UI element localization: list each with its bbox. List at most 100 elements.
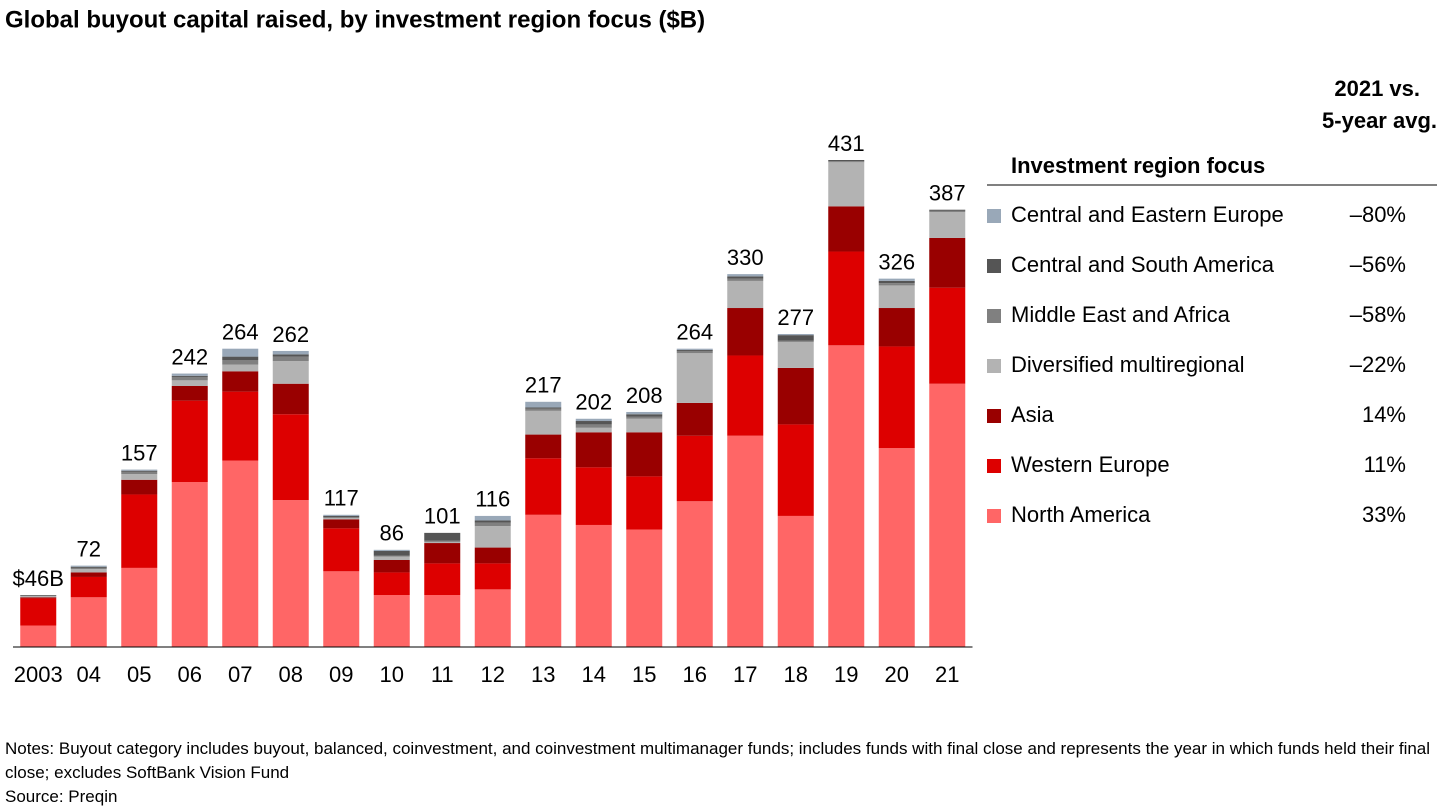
bar-segment [70,572,107,577]
bar-segment [474,563,511,590]
bar-segment [171,373,208,376]
legend-change: 14% [1362,402,1406,427]
x-tick-label: 21 [935,662,959,687]
chart-title: Global buyout capital raised, by investm… [5,6,705,33]
bar-segment [424,541,461,544]
change-header: 5-year avg. [1322,108,1437,133]
bar-segment [272,350,309,355]
bar-segment [171,375,208,377]
total-label: 387 [929,181,966,206]
bar-segment [474,526,511,548]
bar-segment [727,280,764,309]
total-label: 116 [475,487,510,512]
bar-segment [676,349,713,351]
bar-segment [20,598,57,626]
bar-segment [626,414,663,417]
total-label: 117 [324,486,359,511]
bar-segment [777,341,814,368]
legend-swatch [987,509,1001,523]
bar-segment [474,515,511,521]
bar-segment [373,572,410,596]
bar-segment [424,532,461,541]
bar-segment [272,500,309,647]
bar-segment [878,278,915,281]
bar-segment [70,576,107,598]
bar-segment [727,355,764,436]
bar-segment [727,435,764,647]
bar-segment [323,515,360,518]
bar-segment [272,356,309,362]
bar-segment [70,567,107,570]
bar-segment [323,517,360,519]
total-label: 262 [272,322,309,347]
legend-change: –56% [1350,252,1406,277]
legend-swatch [987,309,1001,323]
bar-segment [424,563,461,596]
bar-segment [272,383,309,415]
bar-segment [373,559,410,573]
bar-segment [626,432,663,477]
bar-segment [828,160,865,162]
bar-segment [222,371,259,392]
bar-segment [828,251,865,346]
bar-segment [777,335,814,341]
bar-segment [676,350,713,354]
bar-segment [777,334,814,336]
bar-segment [828,161,865,163]
bar-segment [626,411,663,415]
bar-segment [676,402,713,436]
legend-swatch [987,459,1001,473]
bar-segment [929,287,966,384]
legend-label: Middle East and Africa [1011,302,1231,327]
bar-segment [575,421,612,425]
total-label: 208 [626,383,663,408]
bar-segment [878,346,915,449]
total-label: 264 [222,320,259,345]
bar-segment [424,543,461,564]
bar-segment [20,625,57,647]
bar-segment [222,348,259,357]
bar-segment [929,383,966,647]
bar-segment [323,528,360,572]
bar-segment [121,479,158,495]
total-label: 202 [575,390,612,415]
bar-segment [323,571,360,647]
bar-segment [20,595,57,597]
bar-segment [373,550,410,556]
bar-segment [171,380,208,386]
bar-segment [575,432,612,468]
bar-segment [323,519,360,529]
bar-segment [121,470,158,472]
bar-segment [525,410,562,435]
x-tick-label: 07 [228,662,252,687]
bar-segment [171,376,208,381]
x-tick-label: 12 [481,662,505,687]
legend-change: 33% [1362,502,1406,527]
legend-change: –80% [1350,202,1406,227]
bar-segment [474,547,511,564]
bar-segment [373,549,410,551]
bar-segment [272,414,309,501]
bar-segment [272,354,309,357]
bar-segment [121,494,158,568]
bar-segment [424,540,461,542]
bar-segment [171,482,208,647]
bar-segment [777,515,814,647]
x-tick-label: 15 [632,662,656,687]
legend-swatch [987,259,1001,273]
bar-segment [222,364,259,372]
bar-segment [20,595,57,596]
bar-segment [20,596,57,598]
bar-segment [828,162,865,207]
total-label: 242 [171,344,208,369]
legend-change: –58% [1350,302,1406,327]
bar-segment [626,416,663,419]
total-label: 101 [424,504,461,529]
legend-swatch [987,409,1001,423]
x-tick-label: 11 [431,662,454,687]
bar-segment [424,595,461,647]
bar-segment [727,278,764,281]
bar-segment [626,529,663,647]
bar-segment [373,556,410,560]
legend-swatch [987,359,1001,373]
